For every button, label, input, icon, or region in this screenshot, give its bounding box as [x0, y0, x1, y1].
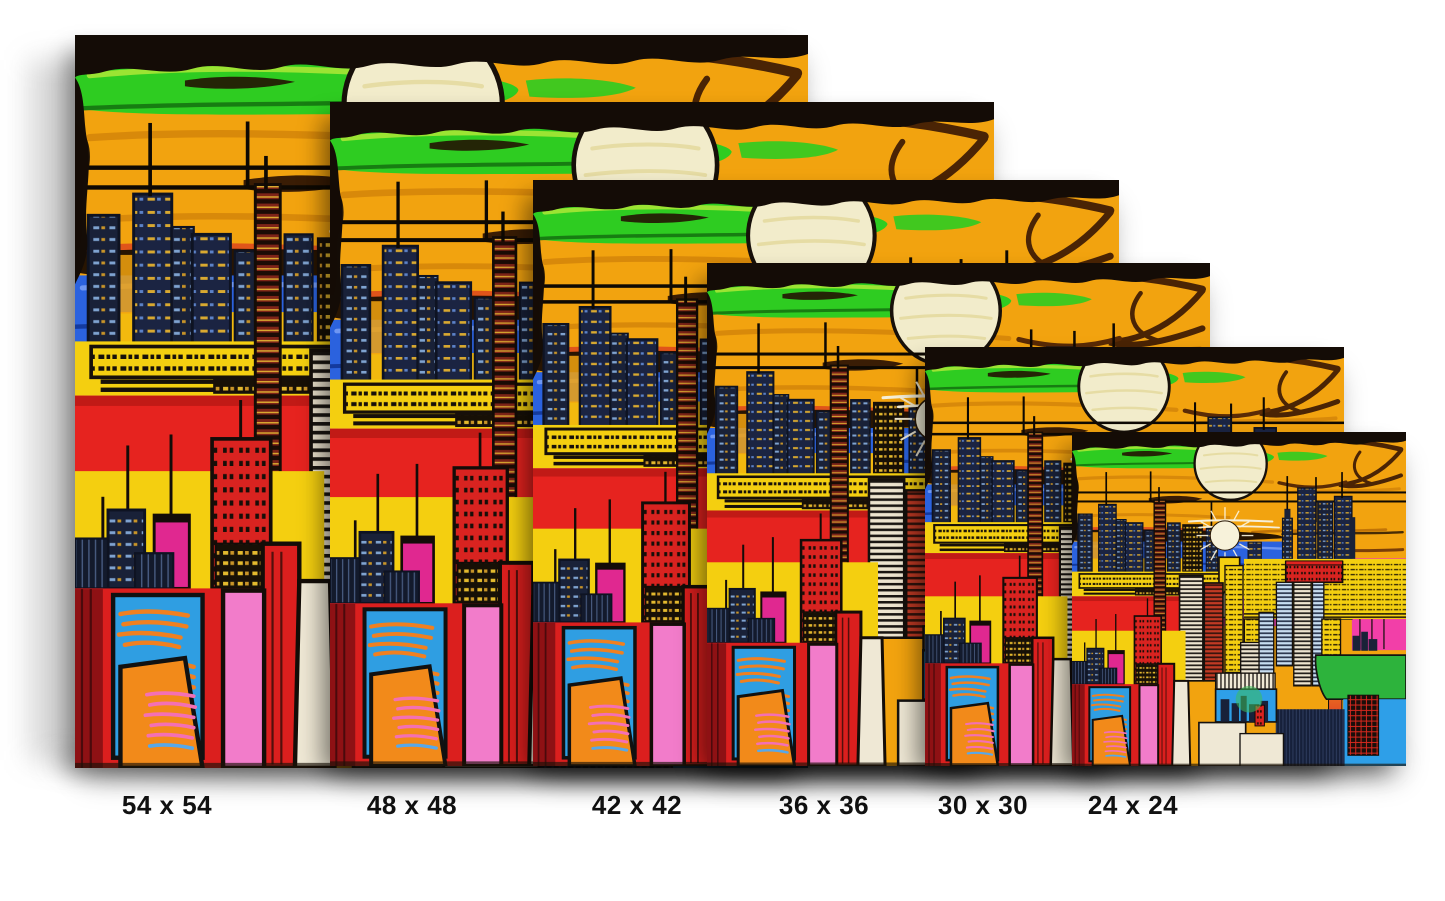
- size-label: 48 x 48: [366, 790, 458, 820]
- artwork-image: [1072, 432, 1406, 766]
- left-shadow: [30, 60, 80, 760]
- size-label: 24 x 24: [1087, 790, 1179, 820]
- canvas-print-smallest: [1072, 432, 1406, 766]
- size-label: 36 x 36: [778, 790, 870, 820]
- size-label: 42 x 42: [591, 790, 683, 820]
- size-label: 54 x 54: [121, 790, 213, 820]
- size-label: 30 x 30: [937, 790, 1029, 820]
